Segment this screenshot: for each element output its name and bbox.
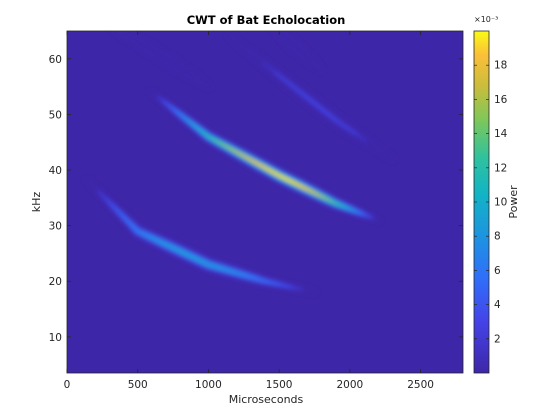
y-tick-label: 10 [49, 332, 62, 344]
x-axis-label: Microseconds [229, 393, 304, 406]
colorbar-tick-label: 8 [494, 231, 501, 243]
colorbar-tick-label: 14 [494, 128, 508, 140]
colorbar-tick-label: 18 [494, 60, 507, 72]
y-tick-label: 30 [49, 221, 62, 233]
x-tick-label: 0 [64, 379, 71, 391]
colorbar-label: Power [507, 185, 520, 219]
colorbar-tick-label: 10 [494, 197, 507, 209]
y-axis: 10 20 30 40 50 60 [49, 54, 463, 344]
colorbar-tick-label: 6 [494, 265, 501, 277]
y-tick-label: 60 [49, 54, 62, 66]
x-tick-label: 2500 [407, 379, 434, 391]
ridge-band [261, 61, 367, 142]
y-tick-label: 40 [49, 165, 62, 177]
plot-frame [66, 30, 464, 374]
colorbar-ticks: 2 4 6 8 10 12 14 16 18 [474, 60, 508, 345]
ridge-band [96, 189, 305, 291]
y-tick-label: 50 [49, 109, 62, 121]
plot-background [67, 31, 463, 373]
colorbar-exponent: ×10⁻³ [474, 15, 498, 24]
colorbar-gradient [474, 31, 489, 373]
chart-title: CWT of Bat Echolocation [187, 13, 346, 27]
y-tick-label: 20 [49, 276, 62, 288]
x-tick-label: 1000 [195, 379, 222, 391]
y-axis-label: kHz [30, 192, 43, 213]
x-tick-label: 1500 [266, 379, 293, 391]
colorbar-tick-label: 12 [494, 162, 507, 174]
x-tick-label: 2000 [336, 379, 363, 391]
colorbar-tick-label: 16 [494, 94, 508, 106]
x-tick-label: 500 [128, 379, 148, 391]
ridge-band [111, 31, 212, 91]
colorbar-tick-label: 4 [494, 299, 501, 311]
colorbar: 2 4 6 8 10 12 14 16 18 ×10⁻³ Power [473, 15, 520, 374]
ridge-band [271, 31, 326, 74]
x-axis: 0 500 1000 1500 2000 2500 [64, 31, 434, 391]
ridge-band [156, 95, 376, 220]
heatmap [84, 31, 396, 296]
colorbar-tick-label: 2 [494, 333, 501, 345]
